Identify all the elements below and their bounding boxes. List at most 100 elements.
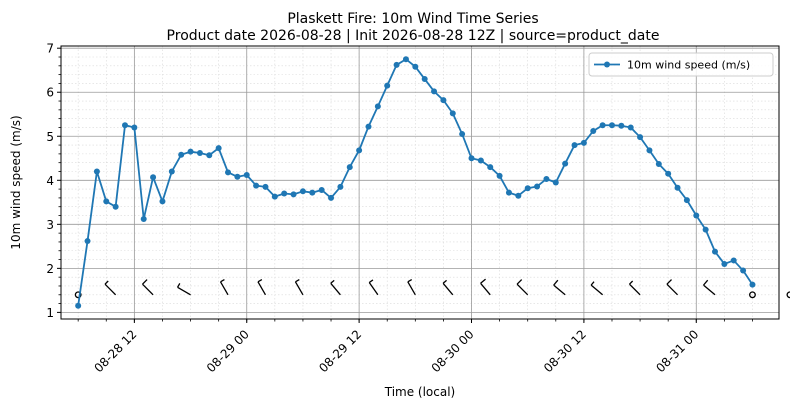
data-point: [655, 161, 662, 168]
data-point: [515, 192, 522, 199]
wind-barb: [590, 281, 604, 296]
wind-barb-flag: [442, 279, 448, 284]
data-point: [721, 260, 728, 267]
data-point: [122, 122, 128, 129]
wind-barb-staff: [104, 283, 117, 296]
data-point: [318, 186, 325, 193]
data-point: [459, 131, 466, 138]
wind-speed-series: [75, 56, 756, 309]
data-point: [159, 198, 166, 205]
data-point: [468, 155, 475, 162]
chart-title: Plaskett Fire: 10m Wind Time Series: [287, 11, 538, 27]
wind-barb: [703, 279, 716, 296]
wind-barb: [257, 278, 267, 296]
data-point: [140, 216, 147, 223]
data-point: [431, 88, 438, 95]
data-point: [84, 238, 91, 245]
data-point: [337, 183, 344, 190]
data-point: [215, 145, 222, 152]
data-point: [440, 97, 447, 104]
data-point: [93, 168, 100, 175]
wind-barb-flag: [176, 283, 181, 288]
wind-barb-flag: [666, 279, 672, 285]
wind-barb: [104, 280, 117, 296]
data-point: [608, 122, 615, 129]
y-axis-ticks: 1 2 3 4 5 6 7: [46, 42, 61, 320]
data-point: [552, 179, 559, 186]
data-point: [356, 147, 363, 154]
data-point: [309, 189, 316, 196]
wind-barb-flag: [368, 279, 374, 284]
major-gridlines: [61, 46, 779, 319]
data-point: [487, 164, 494, 171]
data-point: [590, 127, 597, 134]
data-point: [103, 198, 110, 205]
wind-barb-staff: [480, 282, 491, 296]
data-point: [112, 203, 119, 210]
wind-barb: [553, 279, 566, 296]
wind-barb-flag: [295, 278, 300, 283]
data-point: [477, 157, 484, 164]
wind-barb-staff: [257, 281, 267, 296]
wind-barb-staff: [516, 283, 529, 296]
wind-barb: [442, 279, 454, 296]
data-point: [75, 302, 82, 309]
y-axis-label: 10m wind speed (m/s): [9, 115, 23, 249]
legend: 10m wind speed (m/s): [588, 52, 774, 77]
wind-barb-staff: [703, 284, 716, 296]
data-point: [328, 194, 335, 201]
wind-barb-flag: [257, 278, 263, 283]
data-point: [234, 173, 241, 180]
data-point: [178, 151, 185, 158]
data-point: [150, 174, 157, 181]
x-tick-label: 08-29 12: [316, 327, 364, 375]
data-point: [131, 124, 138, 131]
wind-barb: [330, 279, 341, 296]
wind-barb-staff: [142, 283, 154, 296]
data-point: [243, 172, 250, 179]
data-point: [225, 169, 232, 176]
y-tick-label: 5: [46, 130, 54, 144]
plot-frame: [60, 45, 780, 320]
legend-box: [588, 52, 774, 77]
wind-barb: [480, 278, 491, 296]
data-point: [683, 197, 690, 204]
data-point: [730, 257, 737, 264]
data-point: [627, 124, 634, 131]
wind-barb-staff: [330, 282, 341, 296]
y-tick-label: 7: [46, 42, 54, 56]
y-tick-label: 6: [46, 86, 54, 100]
wind-barb-staff: [553, 284, 566, 296]
wind-barb: [219, 278, 229, 296]
data-point: [290, 191, 297, 198]
wind-barb-staff: [368, 282, 379, 296]
data-point: [637, 134, 644, 141]
data-point: [384, 82, 391, 89]
data-point: [543, 175, 550, 182]
data-point: [412, 63, 419, 70]
wind-barb-flag: [220, 278, 225, 283]
data-point: [674, 184, 681, 191]
data-point: [262, 183, 269, 190]
data-point: [749, 281, 756, 288]
wind-barb-staff: [219, 281, 229, 296]
data-point: [524, 185, 531, 192]
wind-barb-staff: [666, 283, 679, 296]
wind-barb: [516, 279, 529, 296]
data-point: [740, 267, 747, 274]
data-point: [281, 190, 288, 197]
data-point: [421, 76, 428, 83]
data-point: [253, 182, 260, 189]
data-point: [346, 164, 353, 171]
legend-label: 10m wind speed (m/s): [627, 59, 750, 72]
data-point: [534, 183, 541, 190]
data-point: [271, 193, 278, 200]
data-point: [496, 172, 503, 179]
y-tick-label: 2: [46, 262, 54, 276]
wind-barb: [294, 278, 304, 296]
wind-barb: [407, 278, 416, 296]
data-point: [187, 148, 194, 155]
x-axis-label: Time (local): [384, 385, 456, 399]
x-tick-label: 08-30 12: [541, 327, 589, 375]
